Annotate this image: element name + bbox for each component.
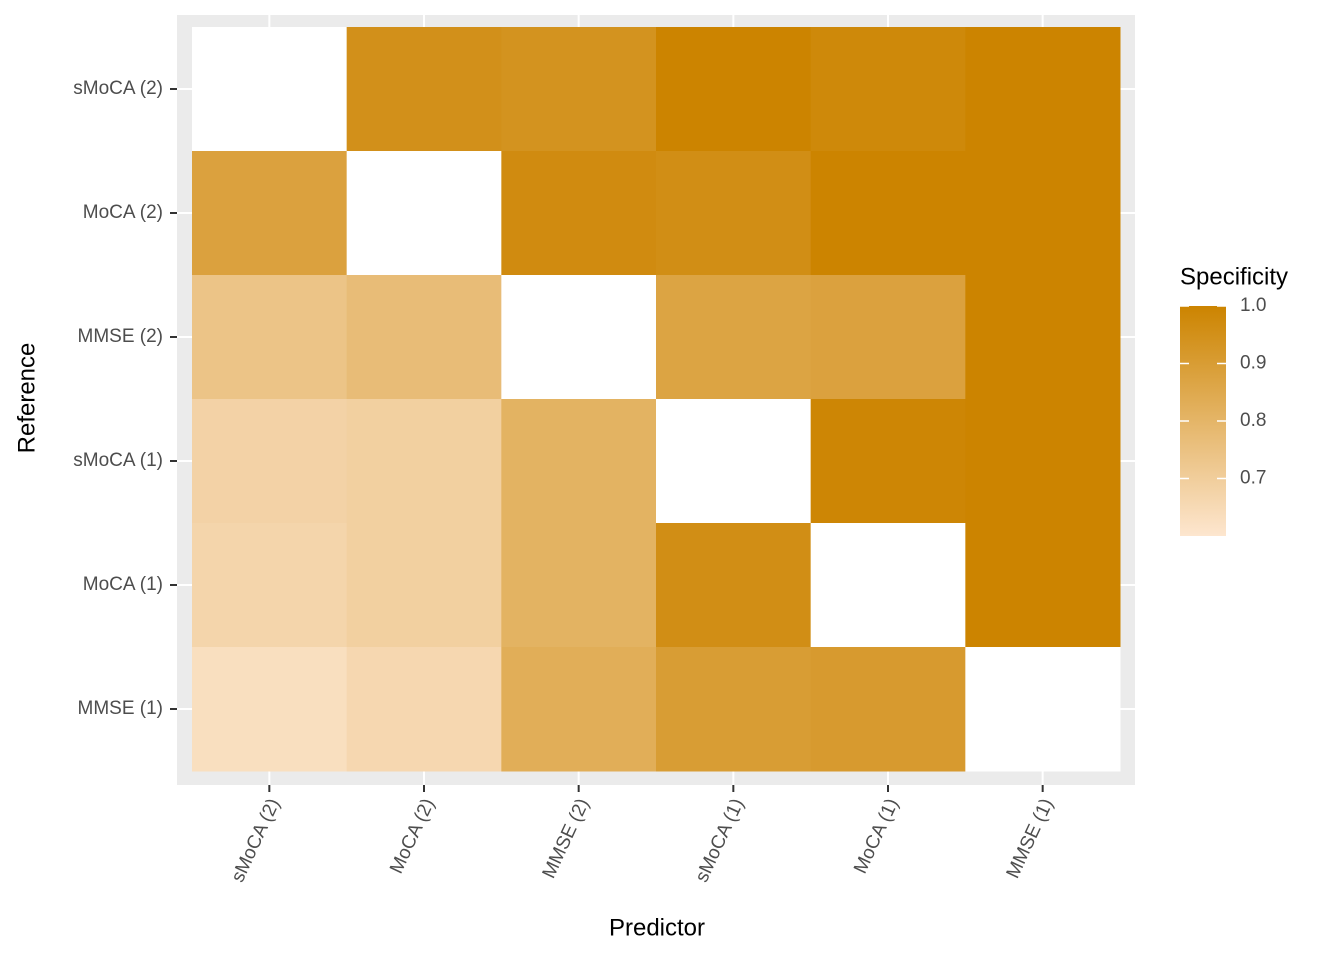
na-tile [192, 27, 348, 152]
tile [501, 647, 657, 772]
tile [192, 151, 348, 276]
x-tick-label: MoCA (2) [386, 795, 439, 877]
tile [346, 27, 502, 152]
legend-tick-label: 1.0 [1240, 295, 1266, 316]
tile [656, 275, 812, 400]
tile [810, 275, 966, 400]
tile [346, 523, 502, 648]
x-tick-label: sMoCA (2) [227, 795, 284, 885]
x-tick-label: MMSE (2) [539, 795, 594, 881]
na-tile [656, 399, 812, 524]
tile [656, 151, 812, 276]
tile [192, 523, 348, 648]
tile [810, 151, 966, 276]
tile [965, 27, 1121, 152]
tile [810, 27, 966, 152]
tile [965, 151, 1121, 276]
tile [192, 399, 348, 524]
y-tick-label: sMoCA (2) [73, 78, 163, 99]
na-tile [810, 523, 966, 648]
tile [501, 523, 657, 648]
legend-title: Specificity [1180, 263, 1288, 290]
tile [192, 275, 348, 400]
tile [192, 647, 348, 772]
tile [656, 523, 812, 648]
tile [965, 399, 1121, 524]
tile [501, 151, 657, 276]
tile [346, 647, 502, 772]
tile [346, 275, 502, 400]
x-axis-title: Predictor [609, 914, 705, 941]
tile [656, 647, 812, 772]
na-tile [965, 647, 1121, 772]
na-tile [346, 151, 502, 276]
tile [656, 27, 812, 152]
legend-tick-label: 0.8 [1240, 410, 1266, 431]
y-tick-label: MoCA (1) [83, 574, 163, 595]
tile [965, 275, 1121, 400]
legend-tick-label: 0.7 [1240, 468, 1266, 489]
na-tile [501, 275, 657, 400]
x-tick-label: sMoCA (1) [691, 795, 748, 885]
tile [501, 27, 657, 152]
tile [965, 523, 1121, 648]
y-tick-label: sMoCA (1) [73, 450, 163, 471]
y-tick-label: MMSE (1) [78, 698, 164, 719]
tile [501, 399, 657, 524]
x-tick-label: MoCA (1) [850, 795, 903, 877]
legend-tick-label: 0.9 [1240, 353, 1266, 374]
y-axis-title: Reference [13, 343, 40, 454]
x-tick-label: MMSE (1) [1003, 795, 1058, 881]
tile [810, 647, 966, 772]
y-tick-label: MoCA (2) [83, 202, 163, 223]
tile [346, 399, 502, 524]
y-tick-label: MMSE (2) [78, 326, 164, 347]
tile [810, 399, 966, 524]
